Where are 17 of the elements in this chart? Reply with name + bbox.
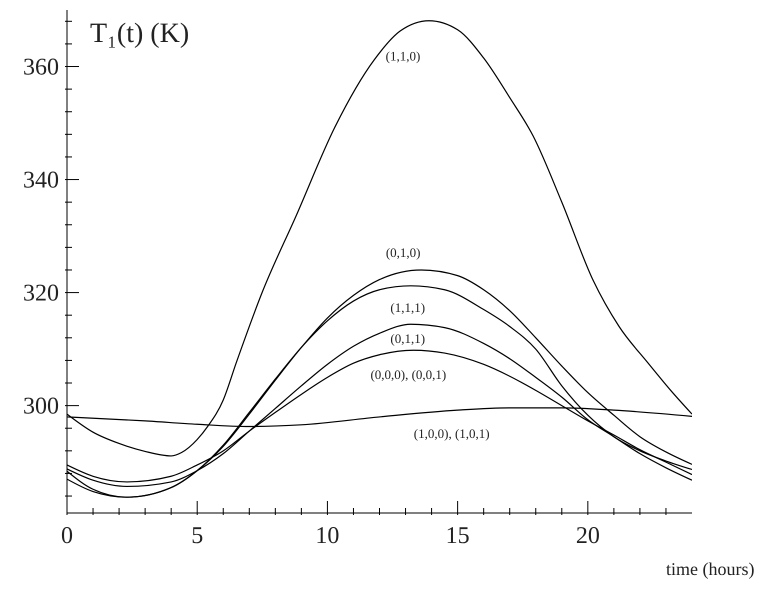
series-label: (1,1,1) xyxy=(390,300,426,315)
y-axis-title: T₁(t) (K) xyxy=(90,18,190,50)
x-tick-label: 0 xyxy=(61,523,73,549)
x-tick-label: 15 xyxy=(446,523,470,549)
y-tick-label: 360 xyxy=(23,54,59,81)
y-tick-label: 340 xyxy=(23,168,59,194)
x-axis-title: time (hours) xyxy=(666,559,754,580)
x-tick-label: 5 xyxy=(191,523,204,549)
series-label: (0,1,1) xyxy=(390,331,426,346)
series-label: (0,1,0) xyxy=(386,244,421,260)
series-label: (1,1,0) xyxy=(386,48,420,64)
x-tick-label: 20 xyxy=(576,523,600,549)
y-tick-label: 300 xyxy=(23,394,59,420)
series-label: (0,0,0), (0,0,1) xyxy=(370,367,446,382)
y-tick-label: 320 xyxy=(23,280,59,307)
x-tick-label: 10 xyxy=(315,523,340,549)
series-label: (1,0,0), (1,0,1) xyxy=(414,426,490,441)
